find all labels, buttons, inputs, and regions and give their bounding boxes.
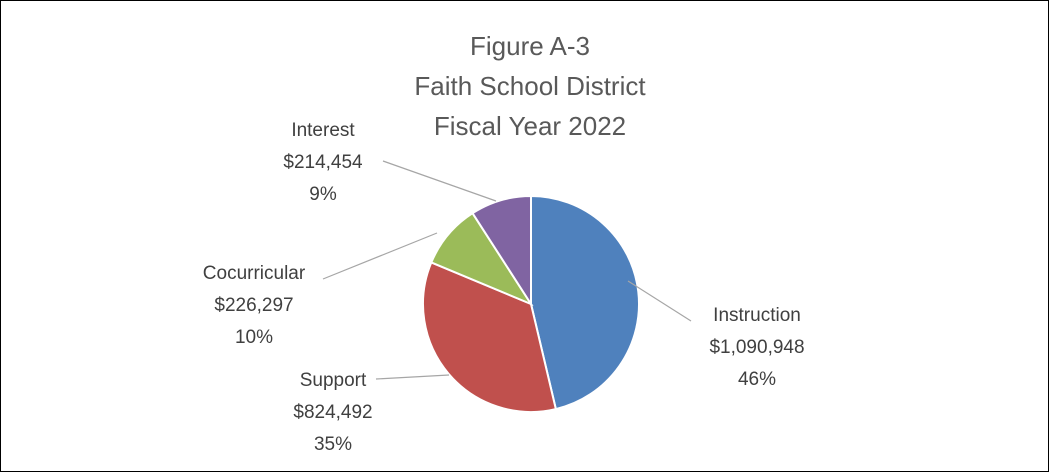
- leader-line-cocurricular: [322, 232, 438, 280]
- pie-slice-instruction: [530, 194, 641, 411]
- data-label-cocurricular: Cocurricular $226,297 10%: [203, 263, 306, 348]
- chart-title-line-3: Fiscal Year 2022: [434, 111, 626, 141]
- pie-slice-support: [422, 261, 558, 413]
- leader-line-support: [375, 374, 450, 380]
- data-label-interest-value: $214,454: [283, 152, 363, 173]
- data-label-cocurricular-percent: 10%: [235, 327, 273, 348]
- data-label-support-value: $824,492: [293, 402, 372, 423]
- data-label-instruction-value: $1,090,948: [709, 337, 804, 358]
- data-label-support-percent: 35%: [314, 434, 352, 455]
- data-label-instruction-name: Instruction: [713, 305, 801, 326]
- pie-chart: Figure A-3 Faith School District Fiscal …: [203, 31, 805, 455]
- data-label-interest-percent: 9%: [309, 184, 337, 205]
- data-label-cocurricular-name: Cocurricular: [203, 263, 306, 284]
- pie-slice-interest: [471, 194, 532, 308]
- chart-title-line-1: Figure A-3: [470, 31, 590, 61]
- data-label-support-name: Support: [300, 370, 367, 391]
- leader-line-interest: [382, 160, 497, 202]
- pie-slices: [422, 194, 641, 413]
- data-label-instruction-percent: 46%: [738, 369, 776, 390]
- chart-title-line-2: Faith School District: [414, 71, 646, 101]
- data-label-interest: Interest $214,454 9%: [283, 120, 363, 205]
- data-label-interest-name: Interest: [291, 120, 355, 141]
- leader-lines: [322, 160, 692, 380]
- data-label-cocurricular-value: $226,297: [214, 295, 293, 316]
- data-label-support: Support $824,492 35%: [293, 370, 372, 455]
- data-label-instruction: Instruction $1,090,948 46%: [709, 305, 804, 390]
- data-labels: Instruction $1,090,948 46% Support $824,492 3…: [203, 120, 805, 455]
- chart-title: Figure A-3 Faith School District Fiscal …: [414, 31, 646, 141]
- leader-line-instruction: [627, 280, 692, 322]
